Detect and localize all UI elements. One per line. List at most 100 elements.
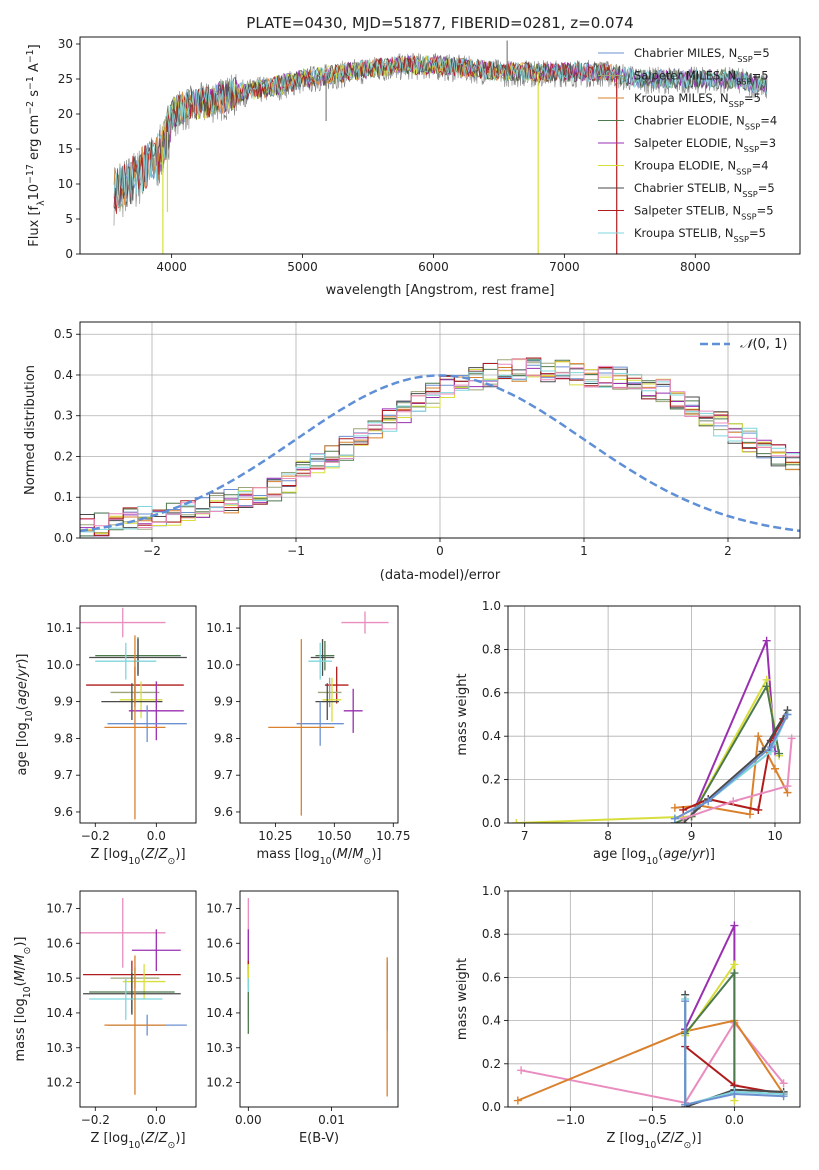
label-part: / xyxy=(15,676,30,681)
label-part: age [log xyxy=(593,847,646,862)
mass-vs-Z-x-label: Z [log10(Z/Z⊙)] xyxy=(90,1131,185,1151)
label-part: / xyxy=(348,847,353,862)
y-tick-label: 10 xyxy=(58,177,73,191)
histogram-chabrier_stelib xyxy=(80,360,800,538)
label-part: )] xyxy=(691,1131,701,1146)
label-part: Z xyxy=(144,847,155,862)
weight-marker xyxy=(513,1096,522,1105)
y-tick-label: 0.4 xyxy=(54,368,73,382)
x-tick-label: 0.00 xyxy=(235,1113,262,1127)
label-part: ( xyxy=(140,847,145,862)
weight-marker xyxy=(730,969,739,978)
x-tick-label: −0.5 xyxy=(638,1113,667,1127)
weight-marker xyxy=(679,814,688,823)
legend-entry: Chabrier STELIB, NSSP=5 xyxy=(634,181,775,199)
label-part: (0, 1) xyxy=(752,337,787,352)
label-part: / xyxy=(687,847,692,862)
weight-marker xyxy=(681,1100,690,1107)
y-tick-label: 10.6 xyxy=(206,936,233,950)
label-part: −1 xyxy=(25,49,36,63)
label-part: Salpeter ELODIE, N xyxy=(634,136,744,150)
x-tick-label: 0.0 xyxy=(147,829,166,843)
label-part: SSP xyxy=(736,77,751,87)
label-part: −17 xyxy=(25,164,36,184)
legend-entry: Salpeter ELODIE, NSSP=3 xyxy=(634,136,776,154)
label-part: M xyxy=(352,847,363,862)
y-tick-label: 10.1 xyxy=(206,621,233,635)
age-vs-mass-x-label: mass [log10(M/M⊙)] xyxy=(257,847,382,867)
label-part: ( xyxy=(658,847,663,862)
x-tick-label: 6000 xyxy=(418,260,449,274)
label-part: age [log xyxy=(15,722,30,775)
label-part: =5 xyxy=(744,91,761,105)
label-part: 10 xyxy=(128,1140,140,1151)
x-tick-label: 5000 xyxy=(287,260,318,274)
x-tick-label: 10.50 xyxy=(317,829,351,843)
histogram-pink xyxy=(80,358,800,538)
legend-entry: Kroupa STELIB, NSSP=5 xyxy=(634,226,766,244)
residuals-x-label: (data-model)/error xyxy=(380,568,501,583)
histogram-kroupa_stelib xyxy=(80,359,800,538)
mass_vs_Z-points xyxy=(80,897,187,1095)
x-tick-label: 0.0 xyxy=(725,1113,744,1127)
age-vs-Z-x-label: Z [log10(Z/Z⊙)] xyxy=(90,847,185,867)
label-part: SSP xyxy=(745,122,760,132)
x-tick-label: 8000 xyxy=(680,260,711,274)
legend-entry: Chabrier ELODIE, NSSP=4 xyxy=(634,114,777,132)
x-tick-label: 10.25 xyxy=(258,829,292,843)
residuals-y-label: Normed distribution xyxy=(23,365,38,495)
weight-marker xyxy=(779,1079,788,1088)
weight-marker xyxy=(517,1066,526,1075)
x-tick-label: 4000 xyxy=(156,260,187,274)
weight-marker xyxy=(775,749,784,758)
y-tick-label: 0.5 xyxy=(54,327,73,341)
y-tick-label: 0.4 xyxy=(482,729,501,743)
y-tick-label: 10.0 xyxy=(46,658,73,672)
label-part: M xyxy=(337,847,348,862)
y-tick-label: 10.3 xyxy=(206,1041,233,1055)
legend-entry: Salpeter STELIB, NSSP=5 xyxy=(634,204,774,222)
x-tick-label: 7 xyxy=(521,829,529,843)
y-tick-label: 0 xyxy=(65,247,73,261)
mass_vs_Z-axes: −0.2 0.0 10.2 10.3 10.4 10.5 10.6 10.7 xyxy=(46,901,166,1127)
weight-marker xyxy=(512,819,521,823)
label-part: 10 xyxy=(644,1140,656,1151)
mass_vs_ebv-points xyxy=(247,897,388,1097)
weight-marker xyxy=(730,960,739,969)
weight_vs_Z-y-label: mass weight xyxy=(455,958,470,1040)
plot-frame xyxy=(239,890,399,1108)
legend-entry: Salpeter MILES, NSSP=5 xyxy=(634,69,769,87)
weight-vs-age-x-label: age [log10(age/yr)] xyxy=(593,847,715,867)
plot-frame xyxy=(79,36,801,255)
label-part: ⊙ xyxy=(168,856,176,867)
x-tick-label: 0.01 xyxy=(318,1113,345,1127)
x-tick-label: −0.2 xyxy=(81,1113,110,1127)
weight-vs-Z-x-label: Z [log10(Z/Z⊙)] xyxy=(606,1131,701,1151)
y-tick-label: 10.4 xyxy=(206,1006,233,1020)
weight-marker xyxy=(730,1090,739,1099)
y-tick-label: 10.1 xyxy=(46,621,73,635)
y-tick-label: 9.9 xyxy=(214,695,233,709)
label-part: yr xyxy=(691,847,707,862)
y-tick-label: 0.1 xyxy=(54,490,73,504)
label-part: Chabrier STELIB, N xyxy=(634,181,742,195)
spectrum-lines xyxy=(113,40,768,254)
label-part: Flux [f xyxy=(27,205,42,246)
y-tick-label: 9.8 xyxy=(214,731,233,745)
label-part: SSP xyxy=(737,54,752,64)
histogram-kroupa_miles xyxy=(80,361,800,538)
label-part: =5 xyxy=(752,69,769,83)
mass-vs-ebv-x-label: E(B-V) xyxy=(299,1131,339,1146)
label-part: M xyxy=(13,955,28,966)
y-tick-label: 10.3 xyxy=(46,1041,73,1055)
y-tick-label: 10.6 xyxy=(46,936,73,950)
mass-vs-Z-y-label: mass [log10(M/M⊙)] xyxy=(13,937,33,1062)
label-part: s xyxy=(27,90,42,101)
label-part: =5 xyxy=(753,46,770,60)
label-part: )] xyxy=(371,847,381,862)
legend-normal: 𝒩(0, 1) xyxy=(740,337,787,352)
spectrum-axes: 4000 5000 6000 7000 8000 0 5 10 15 20 25 30 xyxy=(58,37,711,274)
figure-title: PLATE=0430, MJD=51877, FIBERID=0281, z=0… xyxy=(246,14,633,32)
